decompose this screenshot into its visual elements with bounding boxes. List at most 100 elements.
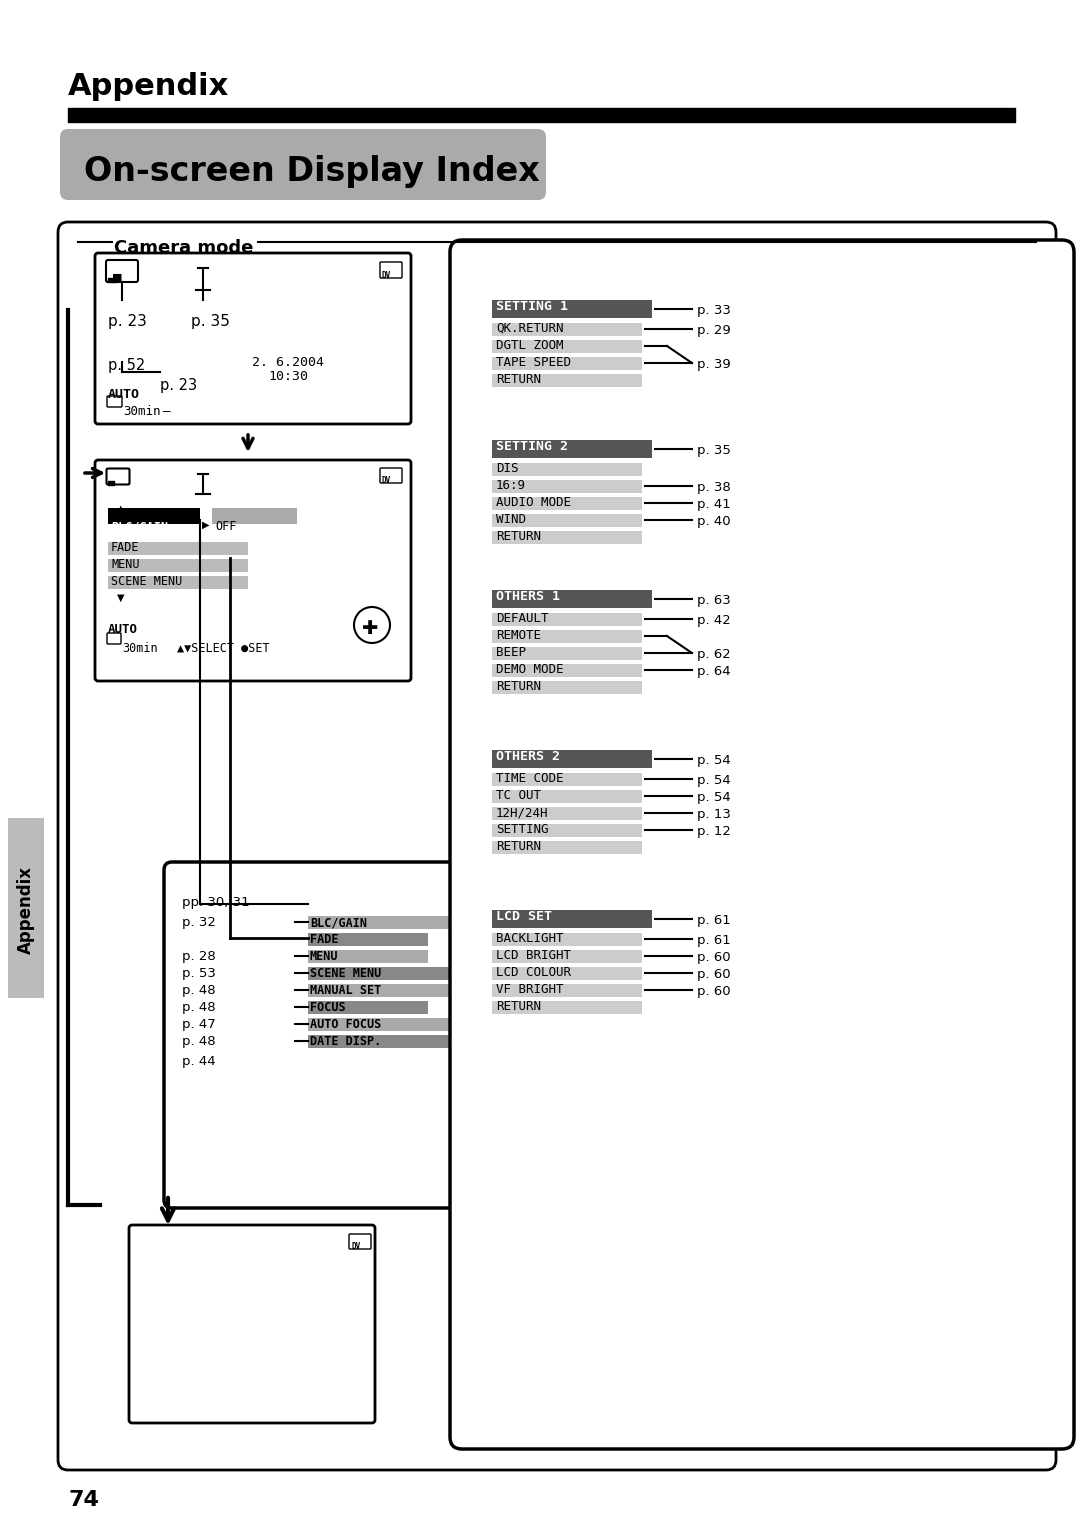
Text: p. 61: p. 61 — [697, 914, 731, 927]
Text: p. 54: p. 54 — [697, 774, 731, 786]
Text: OTHERS 1: OTHERS 1 — [496, 589, 561, 603]
Text: FADE: FADE — [111, 541, 139, 554]
Text: p. 41: p. 41 — [697, 498, 731, 511]
Text: p. 62: p. 62 — [697, 648, 731, 661]
FancyBboxPatch shape — [308, 933, 428, 945]
Text: p. 13: p. 13 — [697, 807, 731, 821]
Text: BLC/GAIN: BLC/GAIN — [310, 917, 367, 929]
FancyBboxPatch shape — [349, 1235, 372, 1248]
FancyBboxPatch shape — [492, 464, 642, 476]
Text: 16:9: 16:9 — [496, 479, 526, 492]
Text: MENU: MENU — [111, 558, 139, 571]
Text: DV: DV — [382, 476, 391, 485]
Text: RETURN: RETURN — [496, 839, 541, 853]
FancyBboxPatch shape — [492, 824, 642, 836]
Text: p. 38: p. 38 — [697, 480, 731, 494]
FancyBboxPatch shape — [308, 917, 458, 929]
Text: ✚: ✚ — [362, 620, 378, 638]
Text: p. 29: p. 29 — [697, 324, 731, 336]
FancyBboxPatch shape — [107, 395, 122, 408]
Text: SETTING 1: SETTING 1 — [496, 300, 568, 314]
Text: ▲▼SELECT ●SET: ▲▼SELECT ●SET — [177, 642, 270, 654]
Text: p. 60: p. 60 — [697, 985, 731, 998]
Text: p. 53: p. 53 — [183, 967, 216, 980]
FancyBboxPatch shape — [492, 630, 642, 642]
Text: p. 54: p. 54 — [697, 791, 731, 804]
FancyBboxPatch shape — [492, 480, 642, 492]
Text: p. 39: p. 39 — [697, 358, 731, 371]
FancyBboxPatch shape — [492, 750, 652, 768]
FancyBboxPatch shape — [492, 807, 642, 820]
Text: RETURN: RETURN — [496, 530, 541, 542]
Text: DEFAULT: DEFAULT — [496, 612, 549, 626]
Text: REMOTE: REMOTE — [496, 629, 541, 642]
Text: p. 35: p. 35 — [697, 444, 731, 458]
FancyBboxPatch shape — [492, 967, 642, 980]
Text: p. 47: p. 47 — [183, 1018, 216, 1032]
FancyBboxPatch shape — [107, 633, 121, 644]
Text: Appendix: Appendix — [17, 867, 35, 954]
FancyBboxPatch shape — [308, 1001, 428, 1014]
Text: LCD SET: LCD SET — [496, 911, 552, 923]
Text: DV: DV — [382, 271, 391, 280]
Text: 30min: 30min — [123, 405, 161, 418]
Text: SCENE MENU: SCENE MENU — [310, 967, 381, 980]
Text: p. 61: p. 61 — [697, 935, 731, 947]
Text: 30min: 30min — [122, 642, 158, 654]
FancyBboxPatch shape — [308, 985, 458, 997]
Text: TC OUT: TC OUT — [496, 789, 541, 801]
Text: DGTL ZOOM: DGTL ZOOM — [496, 339, 564, 351]
Text: p. 33: p. 33 — [697, 305, 731, 317]
Text: LCD COLOUR: LCD COLOUR — [496, 967, 571, 979]
Text: p. 32: p. 32 — [183, 917, 216, 929]
FancyBboxPatch shape — [212, 508, 297, 524]
Text: BACKLIGHT: BACKLIGHT — [496, 932, 564, 945]
FancyBboxPatch shape — [95, 461, 411, 682]
Text: WIND: WIND — [496, 514, 526, 526]
Text: p. 44: p. 44 — [183, 1054, 216, 1068]
Text: AUDIO MODE: AUDIO MODE — [496, 495, 571, 509]
FancyBboxPatch shape — [492, 933, 642, 945]
FancyBboxPatch shape — [492, 323, 642, 336]
Text: 2. 6.2004: 2. 6.2004 — [252, 356, 324, 370]
Text: p. 64: p. 64 — [697, 665, 731, 679]
FancyBboxPatch shape — [492, 647, 642, 661]
FancyBboxPatch shape — [492, 300, 652, 318]
Text: Camera mode: Camera mode — [114, 239, 254, 258]
Text: AUTO: AUTO — [108, 388, 140, 401]
Text: p. 12: p. 12 — [697, 826, 731, 838]
FancyBboxPatch shape — [492, 911, 652, 929]
FancyBboxPatch shape — [8, 818, 44, 998]
Text: FADE: FADE — [310, 933, 338, 945]
Text: 74: 74 — [68, 1489, 99, 1510]
FancyBboxPatch shape — [95, 253, 411, 424]
FancyBboxPatch shape — [492, 682, 642, 694]
Text: p. 60: p. 60 — [697, 968, 731, 982]
Text: 10:30: 10:30 — [268, 370, 308, 383]
FancyBboxPatch shape — [492, 614, 642, 626]
Text: On-screen Display Index: On-screen Display Index — [84, 155, 540, 188]
FancyBboxPatch shape — [492, 841, 642, 854]
FancyBboxPatch shape — [492, 985, 642, 997]
Text: TIME CODE: TIME CODE — [496, 773, 564, 785]
Text: BEEP: BEEP — [496, 645, 526, 659]
Text: ■: ■ — [112, 273, 122, 283]
FancyBboxPatch shape — [106, 261, 138, 282]
Text: AUTO FOCUS: AUTO FOCUS — [310, 1018, 381, 1032]
Text: pp. 30, 31: pp. 30, 31 — [183, 895, 249, 909]
FancyBboxPatch shape — [492, 514, 642, 527]
FancyBboxPatch shape — [129, 1226, 375, 1423]
Text: AUTO: AUTO — [108, 623, 138, 636]
Text: p. 54: p. 54 — [697, 754, 731, 767]
FancyBboxPatch shape — [450, 239, 1074, 1448]
Text: MANUAL SET: MANUAL SET — [310, 985, 381, 997]
Text: OTHERS 2: OTHERS 2 — [496, 750, 561, 764]
Text: SETTING 2: SETTING 2 — [496, 439, 568, 453]
Text: p. 23: p. 23 — [108, 314, 147, 329]
Text: LCD BRIGHT: LCD BRIGHT — [496, 948, 571, 962]
Text: Appendix: Appendix — [68, 73, 229, 102]
Text: ▶: ▶ — [202, 520, 210, 530]
Text: QK.RETURN: QK.RETURN — [496, 323, 564, 335]
FancyBboxPatch shape — [492, 664, 642, 677]
FancyBboxPatch shape — [492, 358, 642, 370]
